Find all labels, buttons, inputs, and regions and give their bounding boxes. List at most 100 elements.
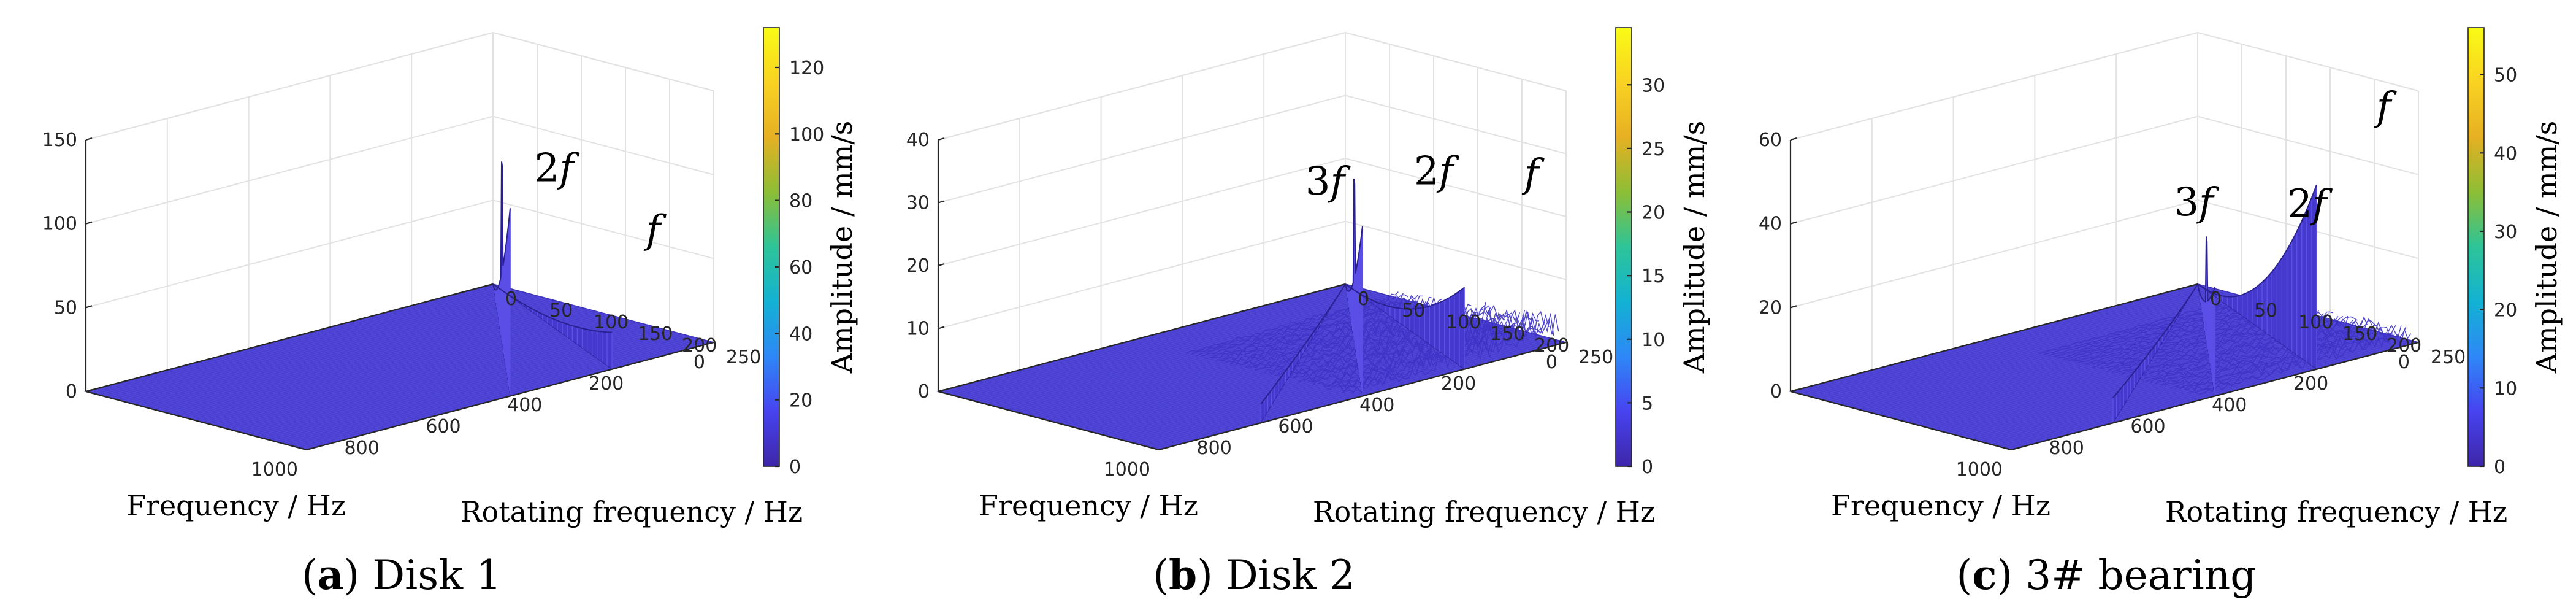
z-tick-mark	[938, 263, 945, 267]
x-axis-line	[938, 390, 1160, 451]
z-tick-label: 20	[1759, 297, 1782, 318]
surface-mesh-line	[122, 293, 530, 402]
wall-top-edge	[85, 31, 714, 141]
ridge-2f	[2197, 236, 2215, 396]
surface-mesh-line	[126, 294, 534, 403]
colorbar: 0 5 10 15 20 25 30 Amplitude / mm/s	[1615, 27, 1711, 478]
colorbar-tick-label: 0	[1642, 457, 1653, 478]
x-tick-label: 1000	[1104, 459, 1150, 480]
panel-caption: (c) 3# bearing	[1956, 551, 2256, 599]
y-tick-label: 0	[2210, 288, 2222, 310]
colorbar-tick-label: 40	[2494, 143, 2517, 164]
surface-mesh-line	[295, 339, 703, 447]
z-tick-label: 60	[1759, 129, 1782, 151]
surface-mesh-line	[1827, 293, 2235, 402]
surface-mesh-line	[941, 285, 1350, 393]
z-tick-label: 150	[42, 129, 77, 151]
panel-caption-id: a	[318, 551, 344, 599]
colorbar-tick-label: 60	[789, 257, 812, 279]
z-tick-label: 100	[42, 214, 77, 235]
surface-mesh-line	[1077, 320, 1486, 429]
surface-mesh-line	[974, 293, 1383, 402]
surface-mesh-line	[956, 288, 1364, 397]
surface-mesh-line	[1155, 341, 1563, 449]
surface-mesh-line	[1004, 301, 1412, 409]
surface-mesh-line	[118, 292, 527, 401]
z-tick-mark	[85, 305, 93, 309]
z-tick-label: 50	[54, 297, 77, 318]
wall-top-edge	[938, 31, 1567, 141]
panel-caption: (b) Disk 2	[1153, 551, 1355, 599]
surface-mesh-line	[137, 297, 545, 406]
z-gridline	[938, 31, 1567, 141]
x-axis-line	[1790, 390, 2012, 451]
surface-mesh-line	[1996, 338, 2404, 447]
surface	[84, 161, 716, 450]
surface-mesh-line	[174, 307, 582, 415]
surface-mesh-line	[1893, 310, 2301, 419]
x-tick-label: 400	[2212, 395, 2247, 416]
y-axis-line	[1158, 341, 1567, 451]
ridge-crest	[1260, 283, 1346, 405]
surface-mesh-line	[221, 320, 630, 428]
surface-mesh-line	[1900, 313, 2309, 421]
peak-annotation-order: 2	[1414, 149, 1439, 195]
surface-mesh-line	[196, 313, 604, 421]
colorbar-tick-label: 120	[789, 58, 824, 79]
ridge-crest	[1345, 283, 1465, 310]
peak-annotation-order: 2	[2287, 182, 2312, 227]
peak-annotation-f: f	[1522, 151, 1545, 196]
y-tick-label: 100	[594, 312, 629, 333]
surface-mesh-line	[155, 302, 564, 411]
surface-mesh-line	[1797, 285, 2206, 394]
peak-annotation: 3f	[1305, 159, 1351, 204]
colorbar-tick-label: 100	[789, 124, 824, 145]
y-tick-label: 150	[1490, 323, 1525, 345]
ridge-crest	[2112, 283, 2198, 398]
surface-mesh-line	[1805, 287, 2213, 396]
surface-noise	[2038, 294, 2412, 395]
x-tick-label: 200	[589, 373, 624, 395]
surface-mesh-line	[960, 290, 1368, 398]
panel-caption-id: c	[1972, 551, 1997, 599]
z-tick-label: 0	[1770, 381, 1782, 403]
colorbar: 0 20 40 60 80 100 120 Amplitude / mm/s	[763, 27, 858, 478]
z-tick-mark	[938, 200, 945, 204]
colorbar-tick-label: 20	[789, 390, 812, 412]
panel-caption-text: 3# bearing	[2025, 552, 2256, 599]
z-gridline	[85, 31, 714, 141]
surface-mesh-line	[1144, 338, 1552, 447]
surface-mesh-line	[1007, 302, 1416, 411]
colorbar-tick-label: 20	[1642, 202, 1665, 224]
surface-mesh-line	[148, 300, 556, 409]
y-tick-label: 200	[682, 335, 717, 357]
surface-mesh-line	[107, 290, 516, 398]
panel-c: 020406010008006004002000050100150200250F…	[1759, 27, 2563, 599]
x-tick-label: 800	[1197, 438, 1232, 459]
y-axis-label: Rotating frequency / Hz	[2165, 495, 2507, 528]
x-tick-label: 0	[694, 352, 705, 373]
colorbar-tick-label: 20	[2494, 300, 2517, 322]
colorbar-tick-label: 10	[1642, 330, 1665, 351]
surface-mesh-line	[1919, 317, 2327, 426]
peak-annotation-f: f	[2374, 84, 2398, 129]
x-axis-line	[85, 390, 307, 451]
panel-caption-id: b	[1169, 551, 1197, 599]
z-tick-mark	[1790, 221, 1797, 225]
z-gridline	[938, 94, 1567, 204]
peak-annotation-order: 2	[535, 146, 560, 191]
z-axis-base	[938, 283, 1346, 393]
surface-noise	[1186, 291, 1559, 394]
peak-annotation: f	[1522, 151, 1545, 196]
surface-mesh-line	[1830, 294, 2239, 403]
surface-mesh-line	[989, 297, 1397, 406]
axes: 0102030401000800600400200005010015020025…	[906, 129, 1613, 480]
surface-mesh-line	[1860, 302, 2268, 411]
z-tick-mark	[1790, 137, 1797, 141]
ridge-crest	[492, 283, 613, 333]
y-tick-label: 50	[2254, 300, 2277, 322]
y-tick-label: 200	[1534, 335, 1569, 357]
surface-mesh-line	[978, 294, 1386, 403]
y-tick-label: 200	[2387, 335, 2421, 357]
